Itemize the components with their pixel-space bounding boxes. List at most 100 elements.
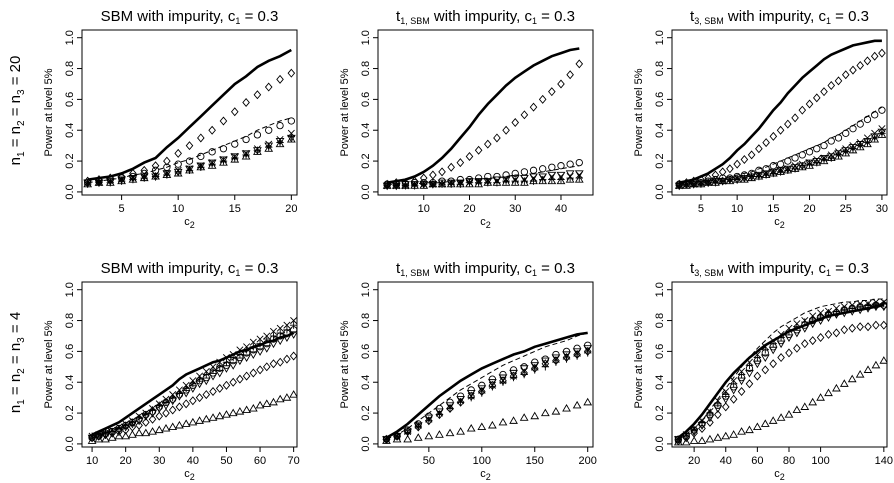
y-tick-label: 0.2 — [654, 405, 666, 420]
series-point-triangle-down — [435, 408, 444, 417]
series-point-circle — [174, 160, 182, 168]
x-axis-label-base: c — [184, 468, 190, 480]
chart-title-c-subscript: 1 — [826, 268, 831, 278]
x-tick-label: 10 — [86, 455, 98, 467]
series-point-diamond — [121, 425, 130, 435]
series-point-triangle-down — [572, 348, 582, 356]
chart-title-value: = 0.3 — [240, 8, 278, 25]
series-point-plus — [435, 410, 444, 419]
series-point-triangle-up — [141, 428, 151, 437]
series-point-triangle-down — [175, 393, 184, 401]
series-point-diamond — [791, 113, 799, 123]
series-point-diamond — [562, 353, 571, 363]
series-point-diamond — [219, 116, 228, 126]
series-point-triangle-down — [228, 362, 238, 370]
series-point-triangle-down — [848, 144, 858, 152]
series-point-triangle-down — [816, 317, 825, 326]
series-group — [673, 298, 887, 446]
series-point-cross — [269, 327, 278, 335]
series-point-triangle-down — [121, 423, 131, 432]
y-tick-label: 0.4 — [654, 123, 666, 138]
x-axis-label: c2 — [184, 216, 195, 230]
x-axis-label-base: c — [480, 216, 486, 228]
x-axis-label-subscript: 2 — [190, 220, 195, 230]
series-point-diamond — [108, 428, 117, 438]
series-point-triangle-up — [242, 405, 251, 414]
series-point-circle — [499, 370, 507, 379]
chart-title-value: = 0.3 — [831, 260, 869, 277]
series-point-triangle-up — [697, 436, 707, 444]
x-tick-label: 20 — [285, 203, 297, 215]
panel-grid: SBM with impurity, c1 = 0.35 10 15 200.00.2… — [43, 8, 893, 482]
series-line-dashed — [387, 165, 580, 185]
row-label-subscript: 2 — [16, 120, 27, 126]
series-point-circle — [793, 326, 801, 334]
series-point-triangle-up — [565, 175, 575, 183]
y-tick-label: 0.4 — [64, 123, 76, 138]
series-point-circle — [584, 341, 592, 349]
x-axis-label-subscript: 2 — [486, 220, 491, 230]
series-point-circle — [531, 358, 539, 366]
chart-title: SBM with impurity, c1 = 0.3 — [101, 8, 279, 26]
x-tick-label: 30 — [876, 203, 888, 215]
series-point-diamond — [583, 346, 592, 356]
y-tick-label: 0.2 — [64, 153, 76, 168]
series-point-diamond — [249, 368, 258, 378]
series-point-circle — [185, 157, 194, 165]
plot-frame — [81, 29, 298, 196]
y-tick-label: 0.8 — [64, 61, 76, 76]
x-tick-label: 40 — [720, 455, 732, 467]
series-point-triangle-up — [255, 400, 265, 409]
series-point-triangle-up — [117, 176, 126, 185]
series-point-triangle-up — [230, 155, 240, 163]
series-point-triangle-up — [168, 422, 178, 431]
series-point-triangle-up — [832, 383, 841, 392]
y-tick-label: 0.4 — [360, 123, 372, 138]
series-point-cross — [236, 346, 244, 354]
row-label-subscript: 3 — [16, 337, 27, 343]
series-point-triangle-up — [94, 178, 104, 186]
series-point-circle — [871, 111, 879, 119]
chart-title-c-subscript: 1 — [235, 16, 240, 26]
series-point-triangle-up — [768, 416, 778, 424]
chart-title-value: = 0.3 — [240, 260, 278, 277]
series-point-circle — [478, 381, 486, 389]
series-group — [382, 47, 584, 191]
series-point-diamond — [474, 145, 483, 155]
series-point-circle — [552, 350, 560, 359]
y-tick-label: 0.8 — [64, 313, 76, 328]
series-point-triangle-up — [745, 425, 754, 434]
y-tick-label: 0.0 — [360, 184, 372, 199]
row-label-subscript: 1 — [16, 399, 27, 405]
series-point-circle — [195, 377, 204, 385]
series-point-circle — [467, 386, 475, 394]
series-point-diamond — [548, 87, 556, 97]
y-tick-label: 1.0 — [64, 30, 76, 45]
series-point-triangle-down — [800, 325, 810, 333]
series-point-triangle-up — [181, 419, 191, 427]
series-point-triangle-down — [474, 178, 484, 186]
series-point-diamond — [812, 93, 821, 103]
series-point-triangle-up — [151, 171, 160, 180]
series-point-triangle-up — [530, 411, 540, 420]
x-tick-label: 40 — [187, 455, 199, 467]
series-point-triangle-down — [855, 141, 865, 149]
row-label-text: = n — [7, 374, 24, 399]
series-point-triangle-up — [162, 170, 172, 179]
series-line-dashed — [678, 298, 884, 440]
x-tick-label: 50 — [423, 455, 435, 467]
y-axis-label: Power at level 5% — [339, 320, 351, 408]
series-point-diamond — [236, 374, 244, 384]
chart-title-c-subscript: 1 — [235, 268, 240, 278]
series-point-triangle-up — [696, 179, 706, 188]
series-point-triangle-down — [713, 405, 723, 413]
series-point-diamond — [729, 394, 738, 404]
series-point-diamond — [276, 357, 284, 367]
series-point-triangle-down — [161, 402, 171, 410]
series-point-triangle-up — [572, 400, 582, 409]
series-point-circle — [276, 332, 284, 340]
series-point-diamond — [801, 339, 809, 349]
series-point-triangle-up — [870, 134, 880, 143]
series-point-triangle-up — [248, 403, 258, 412]
series-point-circle — [566, 160, 574, 168]
